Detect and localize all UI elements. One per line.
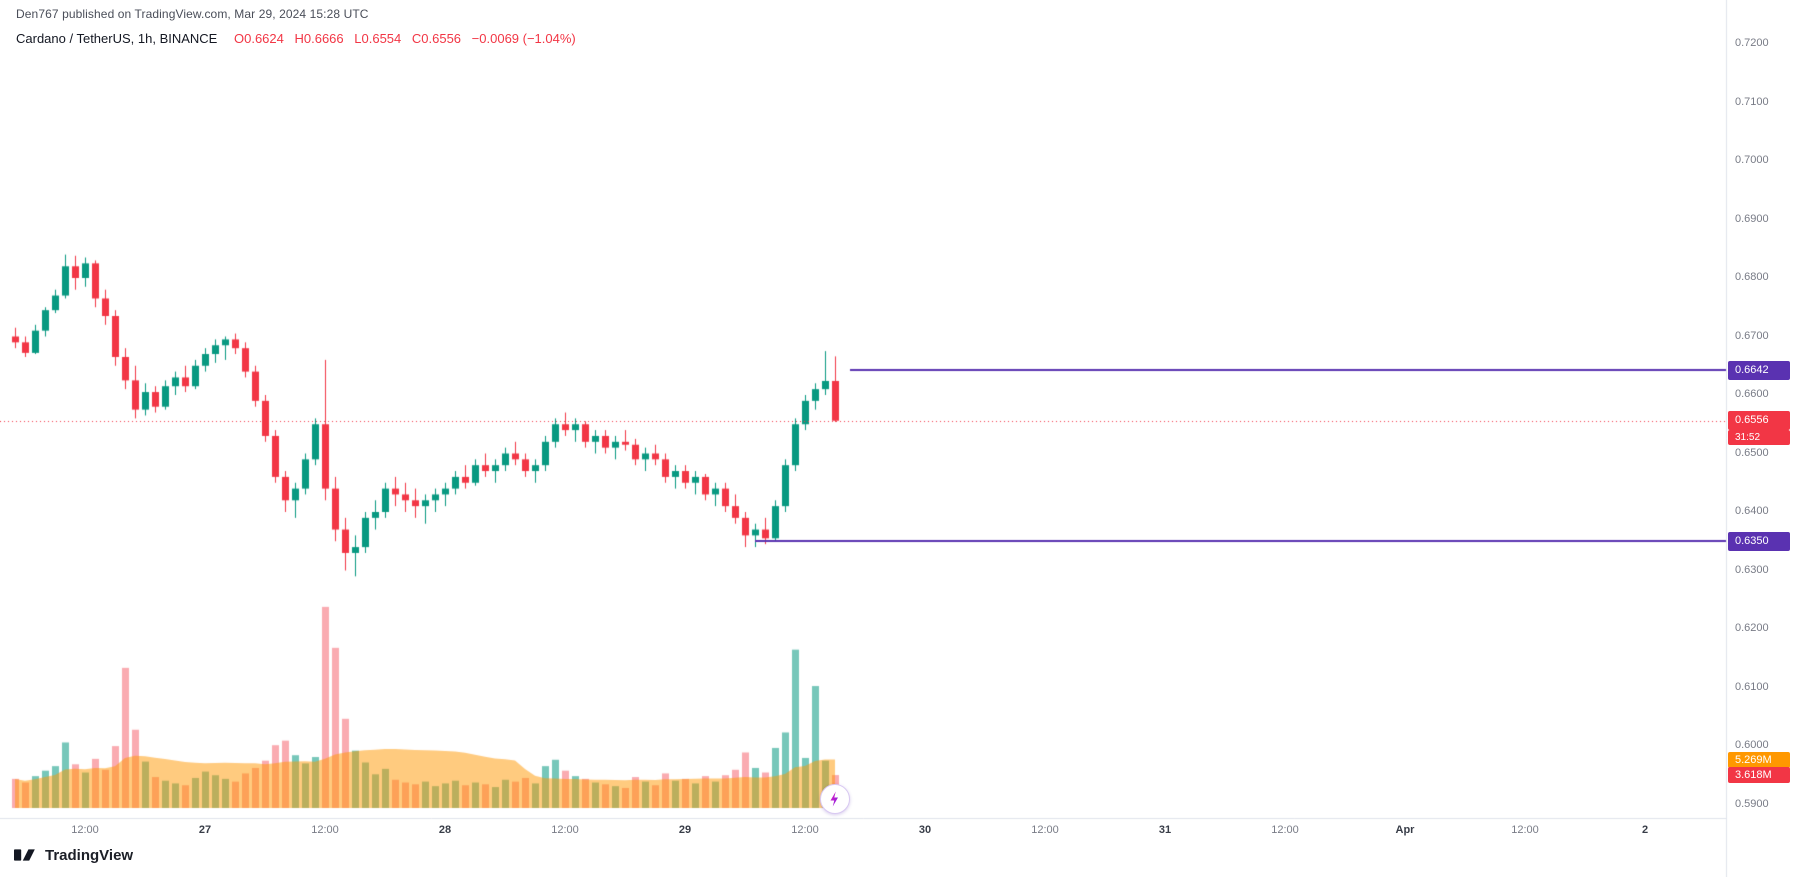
price-axis-label: 0.6700 [1735, 329, 1769, 342]
time-axis-label: 12:00 [71, 824, 99, 836]
last-price-tag: 0.6556 [1728, 411, 1790, 431]
level-price-tag[interactable]: 0.6642 [1728, 360, 1790, 380]
level-price-tag[interactable]: 0.6350 [1728, 531, 1790, 551]
legend-open-value: O0.6624 [233, 31, 284, 46]
time-axis-label: 12:00 [1031, 824, 1059, 836]
time-axis-label: 31 [1158, 824, 1172, 836]
price-axis-label: 0.6200 [1735, 622, 1769, 634]
tradingview-logo-icon [14, 849, 35, 861]
time-axis-label: 2 [1641, 824, 1649, 836]
time-axis-label: Apr [1395, 824, 1415, 836]
legend-close-value: C0.6556 [411, 31, 462, 46]
tradingview-logo[interactable]: TradingView [14, 845, 133, 865]
countdown-tag: 31:52 [1728, 430, 1790, 446]
legend-high-value: H0.6666 [294, 31, 344, 46]
price-axis-label: 0.6100 [1735, 680, 1769, 693]
time-axis-label: 27 [198, 824, 212, 836]
chart-legend: Cardano / TetherUS, 1h, BINANCE O0.6624 … [16, 31, 576, 46]
price-axis[interactable]: 0.7200 0.7100 0.7000 0.6900 0.6800 0.6700 0.66… [1727, 0, 1794, 818]
time-axis-label: 28 [438, 824, 452, 836]
attribution-text: Den767 published on TradingView.com, Mar… [16, 7, 369, 21]
price-axis-label: 0.5900 [1735, 797, 1769, 810]
time-axis-label: 30 [918, 824, 932, 836]
time-axis-label: 12:00 [1511, 824, 1539, 836]
tradingview-logo-text: TradingView [45, 846, 134, 864]
symbol-description[interactable]: Cardano / TetherUS, 1h, BINANCE [16, 31, 218, 46]
legend-change-value: −0.0069 (−1.04%) [471, 31, 576, 46]
price-axis-label: 0.6600 [1735, 388, 1769, 400]
price-axis-label: 0.6000 [1735, 739, 1769, 751]
price-axis-label: 0.6400 [1735, 505, 1769, 517]
price-axis-label: 0.7000 [1735, 154, 1769, 166]
volume-tag: 3.618M [1728, 767, 1790, 784]
price-axis-label: 0.7200 [1735, 37, 1769, 49]
price-axis-label: 0.6900 [1735, 212, 1769, 225]
price-axis-label: 0.6500 [1735, 446, 1769, 459]
time-axis[interactable]: 12:00 27 12:00 28 12:00 29 12:00 30 12:00 31 12:00… [0, 818, 1727, 877]
volume-ma-tag: 5.269M [1728, 752, 1790, 769]
legend-low-value: L0.6554 [354, 31, 402, 46]
idea-marker-icon[interactable] [820, 784, 850, 814]
time-axis-label: 12:00 [311, 824, 339, 836]
lightning-bolt-icon [830, 791, 838, 807]
time-axis-label: 12:00 [791, 824, 819, 836]
price-axis-label: 0.7100 [1735, 95, 1769, 108]
time-axis-label: 12:00 [1271, 824, 1299, 836]
time-axis-label: 12:00 [551, 824, 579, 836]
price-axis-label: 0.6800 [1735, 271, 1769, 283]
price-axis-label: 0.6300 [1735, 563, 1769, 576]
time-axis-label: 29 [678, 824, 692, 836]
